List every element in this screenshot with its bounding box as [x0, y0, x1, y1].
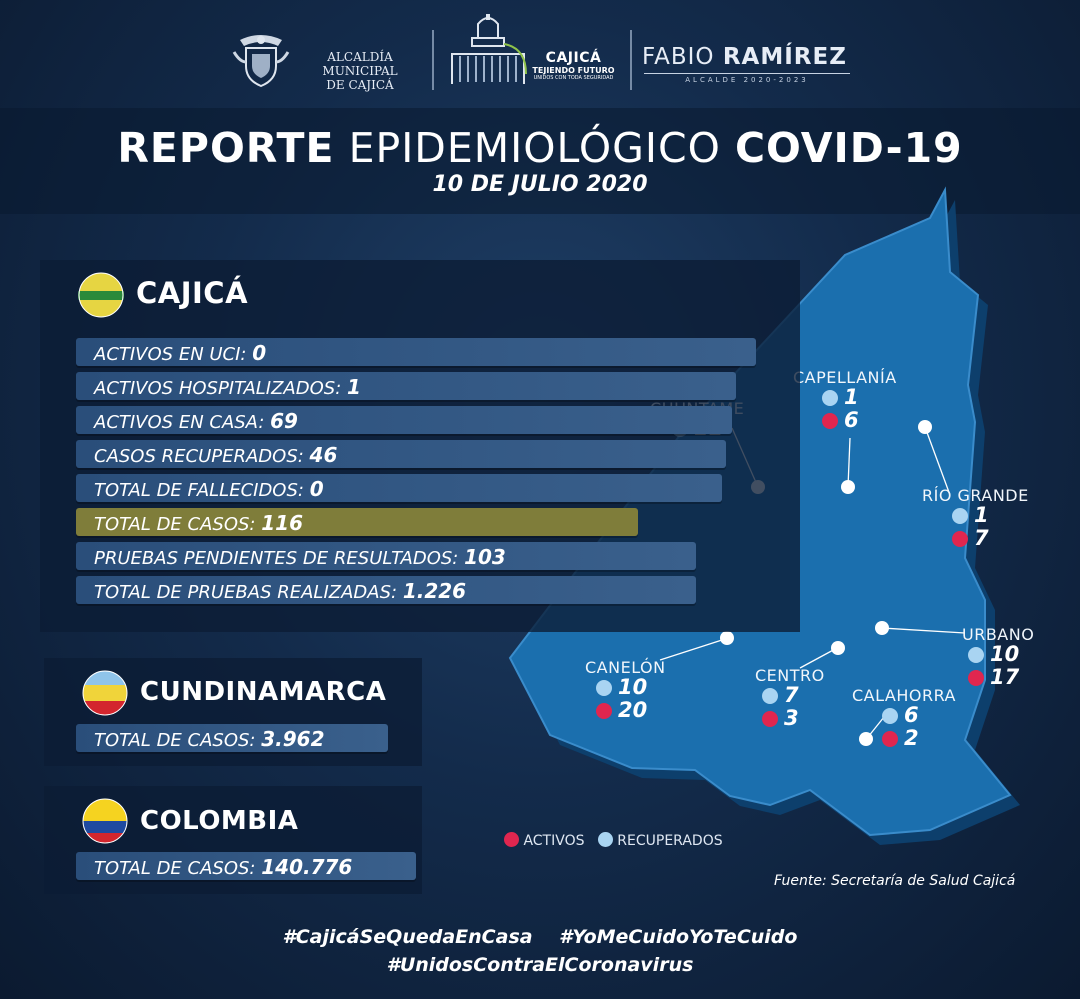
hashtag-unidos: #UnidosContraElCoronavirus — [386, 954, 694, 976]
stat-row: ACTIVOS EN UCI: 0 — [76, 338, 756, 366]
recovered-count: 1 — [844, 385, 859, 409]
alcaldia-label: ALCALDÍA MUNICIPAL DE CAJICÁ — [296, 50, 424, 92]
stat-row: TOTAL DE FALLECIDOS: 0 — [76, 474, 722, 502]
stat-value: 116 — [261, 511, 303, 535]
active-count: 7 — [974, 526, 989, 550]
stat-value: 1 — [347, 375, 361, 399]
stat-row: CASOS RECUPERADOS: 46 — [76, 440, 726, 468]
stat-row: TOTAL DE PRUEBAS REALIZADAS: 1.226 — [76, 576, 696, 604]
cajica-logo-text: CAJICÁ — [545, 50, 602, 66]
sector-name: CALAHORRA — [852, 686, 956, 705]
alcaldia-line2: DE CAJICÁ — [326, 78, 394, 92]
hashtags-line1: #CajicáSeQuedaEnCasa #YoMeCuidoYoTeCuido — [0, 926, 1080, 948]
unidos-text: UNIDOS CON TODA SEGURIDAD — [533, 75, 614, 81]
active-dot — [822, 413, 838, 429]
active-count: 2 — [904, 726, 919, 750]
cundinamarca-total-row: TOTAL DE CASOS: 3.962 — [76, 724, 388, 752]
source-note: Fuente: Secretaría de Salud Cajicá — [774, 873, 1016, 889]
header: ALCALDÍA MUNICIPAL DE CAJICÁ CAJICÁ TEJI… — [0, 0, 1080, 110]
colombia-total-value: 140.776 — [261, 855, 353, 879]
stat-row: ACTIVOS EN CASA: 69 — [76, 406, 732, 434]
map-legend: ACTIVOS RECUPERADOS — [504, 832, 723, 849]
colombia-flag-icon — [82, 798, 128, 844]
recovered-dot — [952, 508, 968, 524]
sector-name: RÍO GRANDE — [922, 486, 1029, 505]
tejiendo-futuro-text: TEJIENDO FUTURO — [532, 66, 615, 75]
recovered-dot — [882, 708, 898, 724]
colombia-title: COLOMBIA — [140, 806, 299, 836]
title-reporte: REPORTE — [117, 124, 335, 172]
recovered-count: 10 — [618, 675, 648, 699]
active-dot — [596, 703, 612, 719]
colombia-total-label: TOTAL DE CASOS: — [94, 858, 256, 879]
active-legend-label: ACTIVOS — [523, 833, 585, 849]
capitol-building-icon — [451, 14, 527, 84]
active-count: 17 — [990, 665, 1020, 689]
mayor-name: FABIO RAMÍREZ — [642, 44, 847, 70]
recovered-legend-label: RECUPERADOS — [617, 833, 723, 849]
mayor-underline — [644, 73, 850, 74]
stat-label: ACTIVOS HOSPITALIZADOS: — [94, 378, 342, 399]
stat-label: PRUEBAS PENDIENTES DE RESULTADOS: — [94, 548, 459, 569]
active-legend-dot — [504, 832, 519, 847]
sector-name: CAPELLANÍA — [793, 368, 897, 387]
stat-value: 1.226 — [402, 579, 467, 603]
title-band — [0, 108, 1080, 214]
cundinamarca-flag-icon — [82, 670, 128, 716]
colombia-total-row: TOTAL DE CASOS: 140.776 — [76, 852, 416, 880]
recovered-dot — [762, 688, 778, 704]
recovered-count: 10 — [990, 642, 1020, 666]
stat-value: 0 — [309, 477, 324, 501]
cajica-logo: CAJICÁ TEJIENDO FUTURO UNIDOS CON TODA S… — [526, 50, 621, 81]
report-title: REPORTE EPIDEMIOLÓGICO COVID-19 — [0, 124, 1080, 172]
alcalde-term: ALCALDE 2020-2023 — [685, 76, 809, 84]
mayor-last-name: RAMÍREZ — [722, 44, 847, 70]
sector-name: CENTRO — [755, 666, 825, 685]
recovered-count: 6 — [904, 703, 919, 727]
stat-label: TOTAL DE CASOS: — [94, 514, 256, 535]
stat-label: ACTIVOS EN CASA: — [94, 412, 265, 433]
stat-row: ACTIVOS HOSPITALIZADOS: 1 — [76, 372, 736, 400]
active-dot — [952, 531, 968, 547]
header-divider — [432, 30, 434, 90]
stat-value: 46 — [309, 443, 338, 467]
mayor-first-name: FABIO — [642, 44, 715, 70]
recovered-dot — [596, 680, 612, 696]
active-dot — [968, 670, 984, 686]
sector-name: URBANO — [962, 625, 1035, 644]
hashtag-quedaencasa: #CajicáSeQuedaEnCasa — [282, 926, 533, 948]
stat-label: TOTAL DE PRUEBAS REALIZADAS: — [94, 582, 398, 603]
sector-name: CANELÓN — [585, 658, 666, 677]
cundinamarca-total-value: 3.962 — [261, 727, 325, 751]
alcaldia-line1: ALCALDÍA MUNICIPAL — [322, 50, 398, 78]
stat-value: 69 — [270, 409, 298, 433]
coat-of-arms-icon — [232, 35, 290, 88]
stat-row: TOTAL DE CASOS: 116 — [76, 508, 638, 536]
stat-value: 103 — [464, 545, 506, 569]
header-divider-2 — [630, 30, 632, 90]
stat-value: 0 — [252, 341, 267, 365]
report-date: 10 DE JULIO 2020 — [432, 172, 648, 197]
recovered-dot — [822, 390, 838, 406]
active-count: 6 — [844, 408, 859, 432]
stat-row: PRUEBAS PENDIENTES DE RESULTADOS: 103 — [76, 542, 696, 570]
recovered-count: 1 — [974, 503, 989, 527]
active-count: 3 — [784, 706, 799, 730]
title-epidemiologico: EPIDEMIOLÓGICO — [348, 124, 721, 172]
cajica-flag-icon — [78, 272, 124, 318]
cundinamarca-total-label: TOTAL DE CASOS: — [94, 730, 256, 751]
stat-label: TOTAL DE FALLECIDOS: — [94, 480, 304, 501]
stat-label: ACTIVOS EN UCI: — [94, 344, 247, 365]
cajica-title: CAJICÁ — [136, 276, 249, 310]
title-covid: COVID-19 — [734, 124, 963, 172]
stat-label: CASOS RECUPERADOS: — [94, 446, 304, 467]
recovered-count: 7 — [784, 683, 799, 707]
recovered-dot — [968, 647, 984, 663]
active-dot — [762, 711, 778, 727]
active-count: 20 — [618, 698, 648, 722]
recovered-legend-dot — [597, 832, 613, 847]
active-dot — [882, 731, 898, 747]
cundinamarca-title: CUNDINAMARCA — [140, 677, 387, 707]
hashtag-yomecuido: #YoMeCuidoYoTeCuido — [559, 926, 798, 948]
